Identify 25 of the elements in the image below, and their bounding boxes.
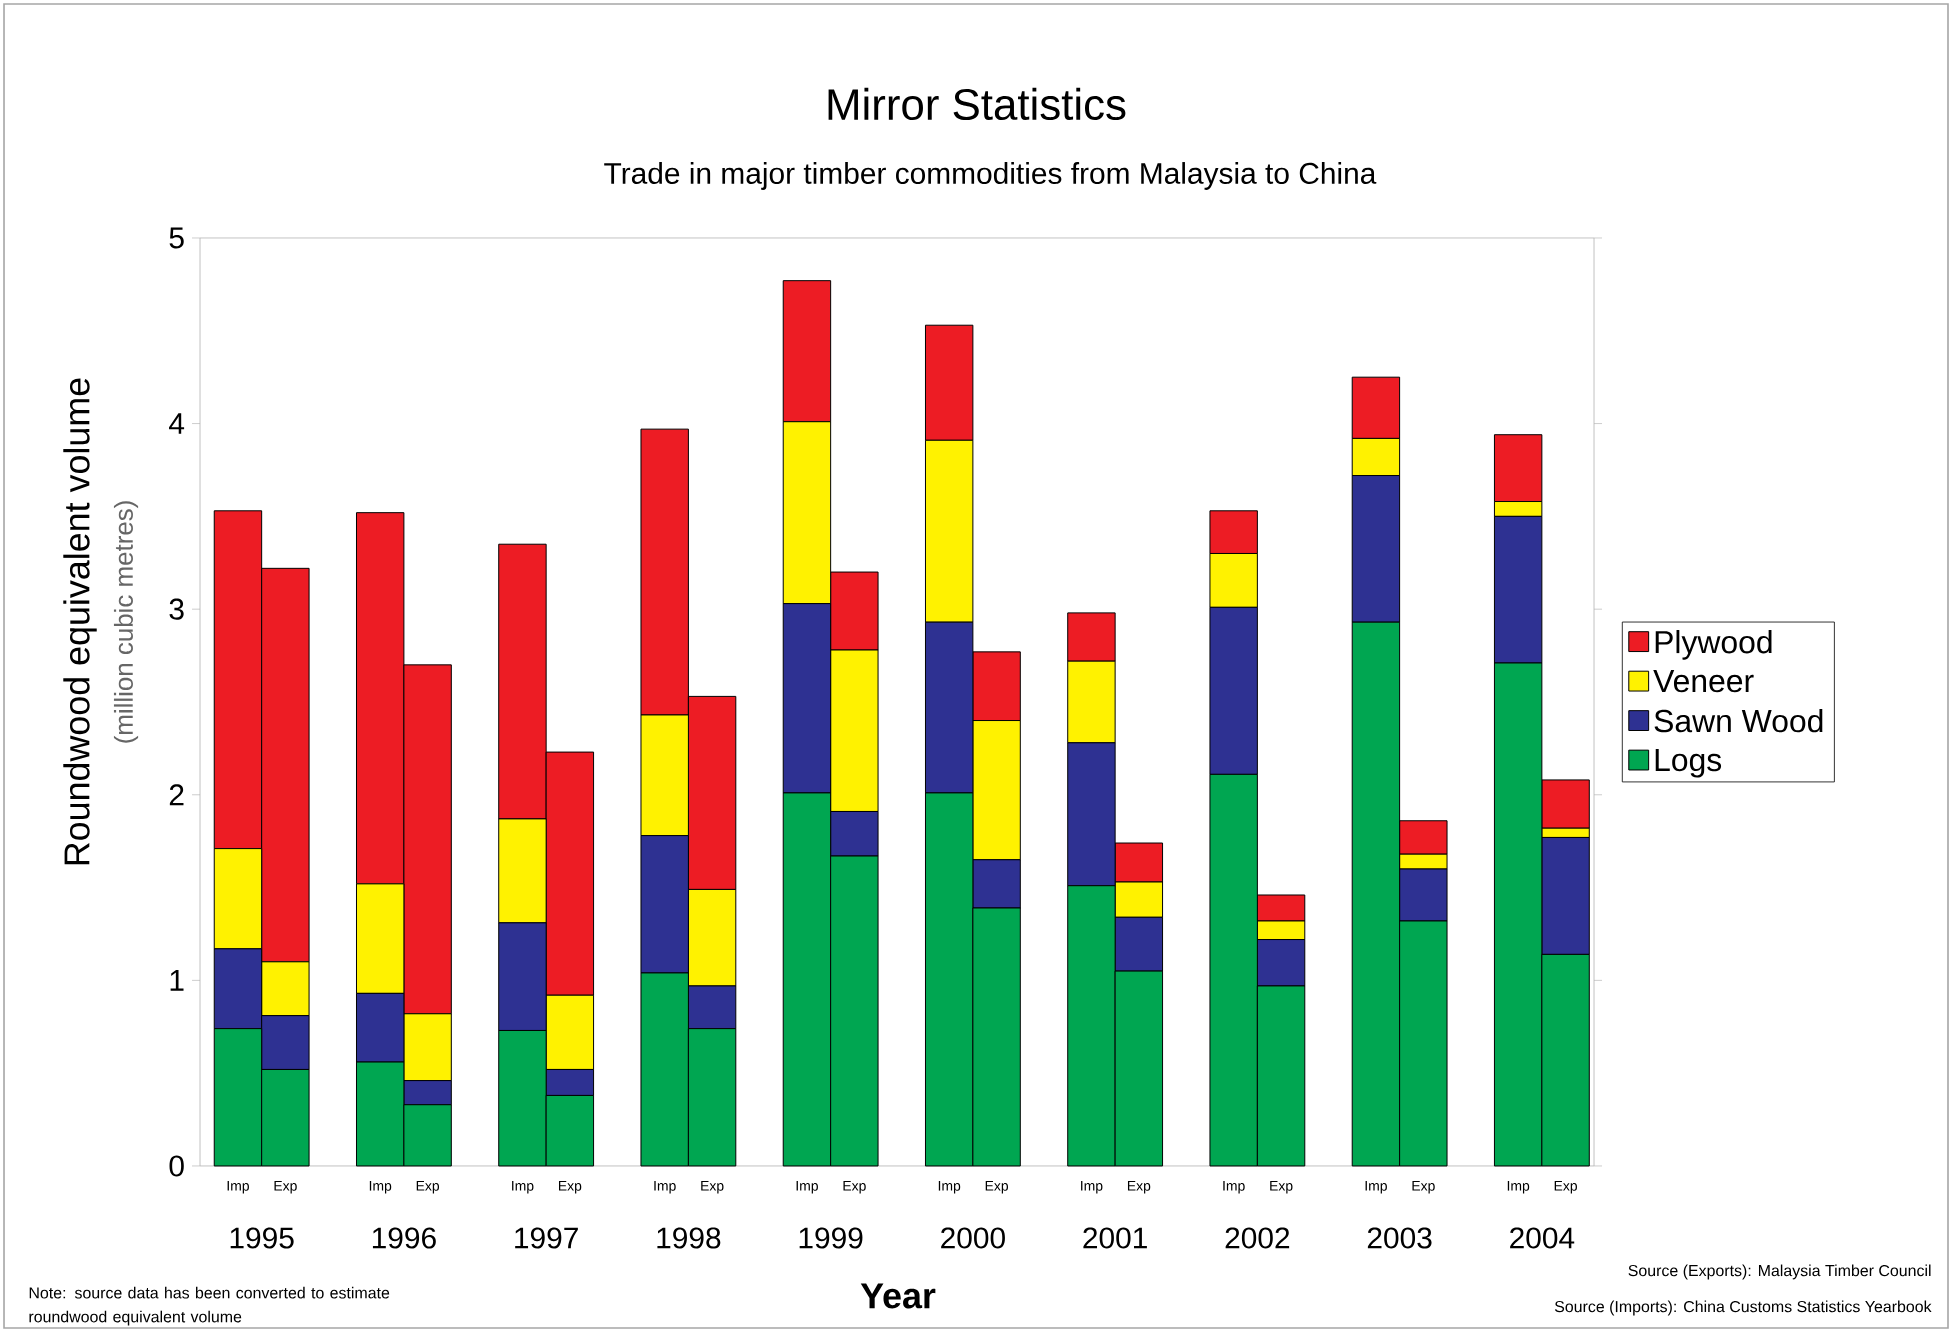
y-tick-label: 0 — [169, 1155, 184, 1177]
text: 1998 — [657, 1227, 721, 1249]
legend-label: Logs — [1655, 749, 1722, 778]
text: 1997 — [515, 1227, 578, 1249]
text: 1996 — [372, 1227, 436, 1249]
y-tick-label: 1 — [170, 970, 184, 991]
x-axis-title: Year — [860, 1283, 936, 1309]
y-axis-title: Roundwood equivalent volume — [63, 378, 97, 865]
legend-label: Sawn Wood — [1654, 708, 1823, 733]
y-tick-label: 4 — [169, 413, 185, 434]
text: 2001 — [1083, 1227, 1147, 1249]
text: 2003 — [1367, 1227, 1432, 1249]
chart-subtitle: Trade in major timber commodities from Malaysia to China — [604, 162, 1377, 190]
text: (million cubic metres) — [113, 501, 139, 743]
y-tick-label: 5 — [169, 227, 184, 249]
text: 2004 — [1510, 1227, 1575, 1249]
text: 1995 — [230, 1227, 294, 1249]
text: 2002 — [1225, 1227, 1290, 1249]
legend-label: Veneer — [1653, 670, 1754, 693]
text: 1999 — [799, 1227, 863, 1249]
legend-label: Plywood — [1655, 630, 1772, 660]
y-tick-label: 3 — [169, 598, 184, 620]
y-tick-label: 2 — [169, 784, 184, 806]
chart-title: Mirror Statistics — [828, 87, 1126, 121]
text: 2000 — [941, 1227, 1005, 1249]
